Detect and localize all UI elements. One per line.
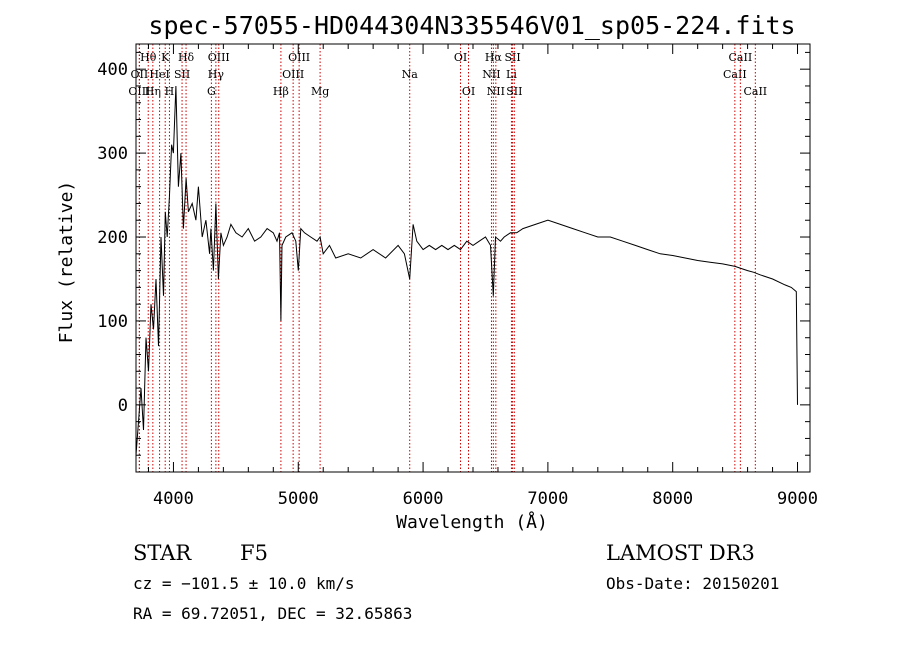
emission-line-label: SII [504, 51, 520, 64]
observation-date: Obs-Date: 20150201 [606, 574, 779, 593]
x-tick-label: 4000 [153, 489, 194, 509]
object-subclass: F5 [240, 541, 268, 565]
emission-line-label: OI [462, 85, 475, 98]
object-class: STAR [133, 541, 192, 565]
emission-line-label: Li [506, 68, 517, 81]
emission-line-label: OIII [282, 68, 304, 81]
emission-line-label: SII [506, 85, 522, 98]
emission-line-label: Hδ [178, 51, 195, 64]
x-tick-label: 5000 [278, 489, 319, 509]
emission-line-label: Na [402, 68, 419, 81]
chart-title: spec-57055-HD044304N335546V01_sp05-224.f… [148, 11, 795, 40]
x-tick-label: 6000 [403, 489, 444, 509]
x-axis-label: Wavelength (Å) [396, 511, 548, 533]
emission-line-label: OIII [288, 51, 310, 64]
emission-line-label: OII [131, 68, 149, 81]
emission-line-label: OIII [208, 51, 230, 64]
y-tick-label: 400 [97, 60, 128, 80]
y-tick-label: 200 [97, 228, 128, 248]
survey-name: LAMOST DR3 [606, 541, 755, 565]
emission-line-label: CaII [743, 85, 767, 98]
emission-line-label: NII [482, 68, 500, 81]
x-axis: 4000 5000 6000 7000 8000 9000 [147, 44, 818, 509]
emission-line-label: HeI [149, 68, 169, 81]
redshift-velocity: cz = −101.5 ± 10.0 km/s [133, 574, 355, 593]
x-tick-label: 9000 [777, 489, 818, 509]
emission-line-label: Mg [311, 85, 329, 98]
emission-line-label: K [161, 51, 170, 64]
y-axis: 0 100 200 300 400 [97, 51, 810, 456]
emission-line-label: Hγ [208, 68, 225, 81]
sky-coordinates: RA = 69.72051, DEC = 32.65863 [133, 604, 412, 623]
emission-line-label: Hα [485, 51, 503, 64]
emission-line-label: CaII [729, 51, 753, 64]
emission-line-label: OIII [128, 85, 150, 98]
y-tick-label: 0 [118, 396, 128, 416]
y-tick-label: 100 [97, 312, 128, 332]
emission-line-label: H [165, 85, 175, 98]
x-tick-label: 8000 [652, 489, 693, 509]
y-axis-label: Flux (relative) [56, 181, 77, 344]
emission-line-label: G [207, 85, 216, 98]
emission-line-label: OI [454, 51, 467, 64]
emission-line-label: SII [174, 68, 190, 81]
emission-line-label: CaII [723, 68, 747, 81]
plot-frame [135, 43, 811, 473]
y-tick-label: 300 [97, 144, 128, 164]
emission-line-label: Hβ [273, 85, 289, 98]
spectrum-line [135, 85, 798, 456]
x-tick-label: 7000 [527, 489, 568, 509]
emission-line-label: Hη [145, 85, 161, 98]
emission-line-label: Hθ [140, 51, 157, 64]
emission-line-label: NII [487, 85, 505, 98]
